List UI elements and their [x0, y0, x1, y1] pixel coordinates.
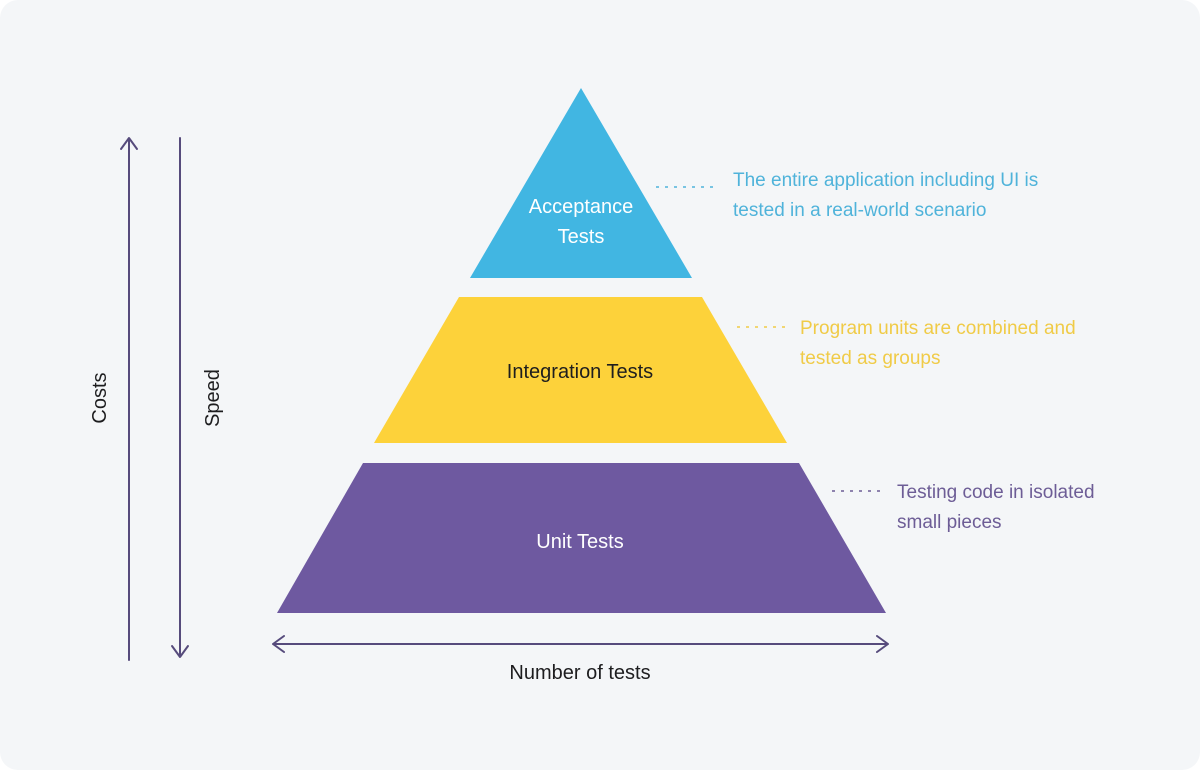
integration-tests-label: Integration Tests	[506, 361, 654, 383]
unit-tests-trapezoid	[277, 463, 886, 613]
arrow-right-icon	[876, 635, 889, 653]
unit-tests-label: Unit Tests	[536, 531, 624, 553]
unit-tests-annotation: Testing code in isolated small pieces	[897, 482, 1095, 533]
costs-axis-label: Costs	[89, 372, 111, 424]
acceptance-tests-annotation: The entire application including UI is t…	[733, 170, 1039, 221]
arrow-up-icon	[120, 137, 138, 150]
acceptance-tests-triangle	[470, 88, 692, 278]
integration-tests-trapezoid	[374, 297, 787, 443]
integration-tests-annotation: Program units are combined and tested as…	[800, 318, 1076, 369]
number-of-tests-axis-label: Number of tests	[509, 662, 651, 684]
speed-axis-label: Speed	[202, 369, 224, 427]
costs-axis-arrow	[120, 137, 138, 661]
acceptance-tests-label: Acceptance Tests	[528, 196, 634, 248]
number-of-tests-axis-arrow	[272, 635, 889, 653]
arrow-down-icon	[171, 645, 189, 658]
speed-axis-arrow	[171, 137, 189, 658]
arrow-left-icon	[272, 635, 285, 653]
